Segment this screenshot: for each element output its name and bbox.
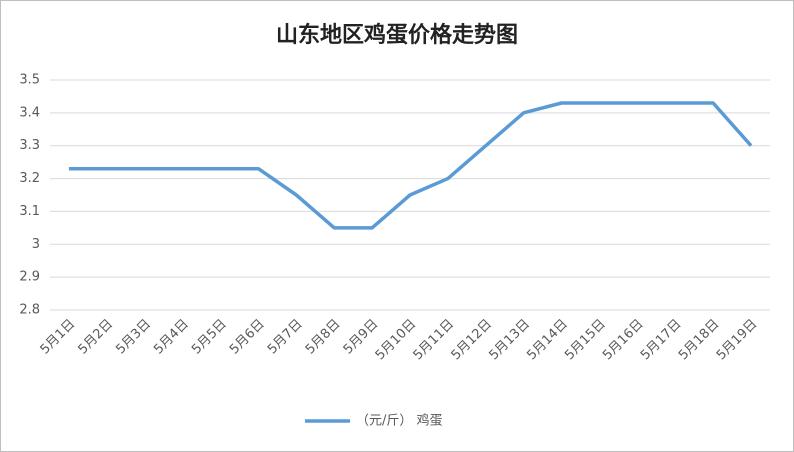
y-tick-label: 3.1 — [19, 204, 40, 219]
y-tick-label: 2.8 — [19, 303, 40, 318]
y-tick-label: 3.3 — [19, 138, 40, 153]
series-line — [68, 101, 753, 230]
y-tick-label: 2.9 — [19, 270, 40, 285]
y-tick-label: 3.5 — [19, 73, 40, 88]
y-tick-label: 3.2 — [19, 171, 40, 186]
y-tick-label: 3.4 — [19, 105, 40, 120]
legend-label: （元/斤） 鸡蛋 — [356, 413, 443, 429]
y-tick-label: 3 — [32, 237, 40, 252]
chart-title: 山东地区鸡蛋价格走势图 — [276, 22, 518, 48]
